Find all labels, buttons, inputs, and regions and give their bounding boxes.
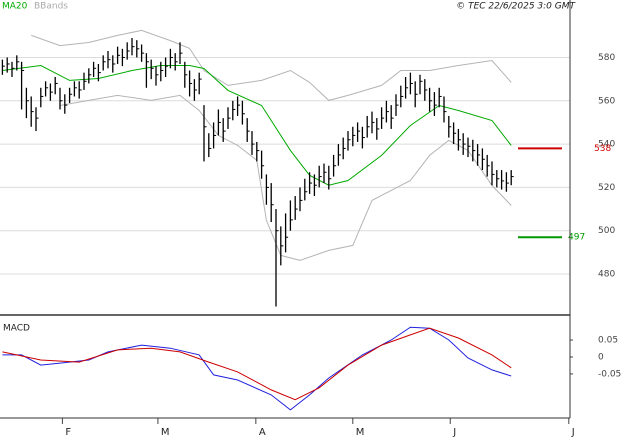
bband-upper — [31, 29, 512, 101]
macd-line — [2, 327, 512, 401]
x-tick-label: F — [65, 427, 71, 438]
level-label: 538 — [594, 144, 611, 154]
macd-line — [2, 326, 512, 411]
y-tick-label: 0 — [598, 352, 604, 362]
y-tick-label: 580 — [598, 53, 615, 63]
x-tick-label: J — [452, 427, 456, 438]
macd-title: MACD — [3, 324, 30, 334]
y-tick-label: 540 — [598, 140, 615, 150]
x-tick-label: A — [259, 427, 266, 438]
y-tick-label: 520 — [598, 183, 615, 193]
source: © TEC 22/6/2025 3:0 GMT — [456, 2, 576, 12]
y-tick-label: 560 — [598, 96, 615, 106]
bband-lower — [59, 94, 512, 261]
level-label: 497 — [568, 233, 585, 243]
legend-ma: MA20 — [2, 2, 28, 12]
x-tick-label: J — [571, 427, 575, 438]
x-tick-label: M — [356, 427, 365, 438]
y-tick-label: 500 — [598, 226, 615, 236]
legend-bbands: BBands — [34, 2, 68, 12]
x-tick-label: M — [161, 427, 170, 438]
y-tick-label: 0.05 — [598, 336, 618, 346]
y-tick-label: 480 — [598, 270, 615, 280]
y-tick-label: -0.05 — [598, 369, 621, 379]
